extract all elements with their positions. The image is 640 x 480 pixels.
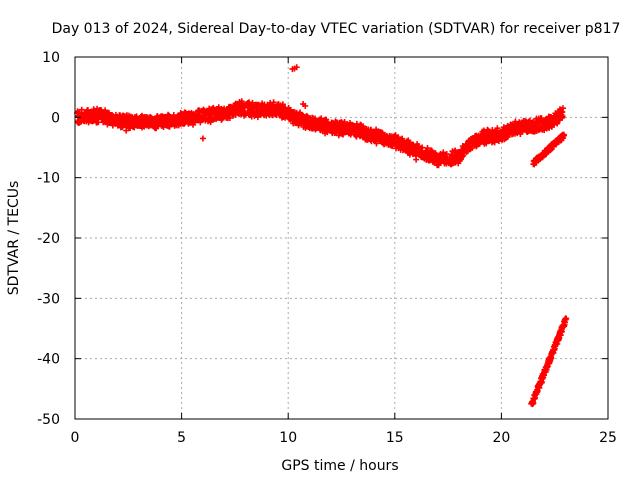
data-point <box>559 105 566 112</box>
y-tick-label: -50 <box>37 412 60 428</box>
data-point <box>270 99 277 106</box>
y-tick-label: 0 <box>51 110 60 126</box>
x-tick-label: 15 <box>386 430 404 446</box>
y-tick-label: -20 <box>37 231 60 247</box>
data-point <box>419 144 426 151</box>
y-tick-label: -30 <box>37 291 60 307</box>
data-point <box>491 139 498 146</box>
data-point <box>226 114 233 121</box>
data-points <box>74 64 570 408</box>
y-tick-label: 10 <box>42 50 60 66</box>
grid-lines <box>75 57 608 419</box>
data-point <box>551 121 558 128</box>
data-point <box>78 106 85 113</box>
data-point <box>102 107 109 114</box>
x-tick-label: 5 <box>177 430 186 446</box>
x-tick-label: 10 <box>279 430 297 446</box>
outlier-point <box>199 135 206 142</box>
y-axis-label: SDTVAR / TECUs <box>6 181 22 296</box>
data-point <box>443 150 450 157</box>
x-tick-label: 20 <box>492 430 510 446</box>
x-axis-label: GPS time / hours <box>281 458 398 474</box>
data-point <box>559 113 566 120</box>
outlier-point <box>123 127 130 134</box>
data-point <box>561 132 568 139</box>
data-point <box>562 316 569 323</box>
outlier-point <box>413 156 420 163</box>
x-tick-label: 25 <box>599 430 617 446</box>
data-point <box>460 152 467 159</box>
x-tick-label: 0 <box>71 430 80 446</box>
y-tick-label: -40 <box>37 352 60 368</box>
data-point <box>563 315 570 322</box>
axis-ticks: 0 5 10 15 20 25 10 0 -10 -20 -30 -40 -50 <box>37 50 617 446</box>
data-point <box>297 109 304 116</box>
data-point <box>279 101 286 108</box>
outlier-point <box>291 65 298 72</box>
outlier-point <box>302 102 309 109</box>
chart-title: Day 013 of 2024, Sidereal Day-to-day VTE… <box>52 21 621 37</box>
y-tick-label: -10 <box>37 171 60 187</box>
